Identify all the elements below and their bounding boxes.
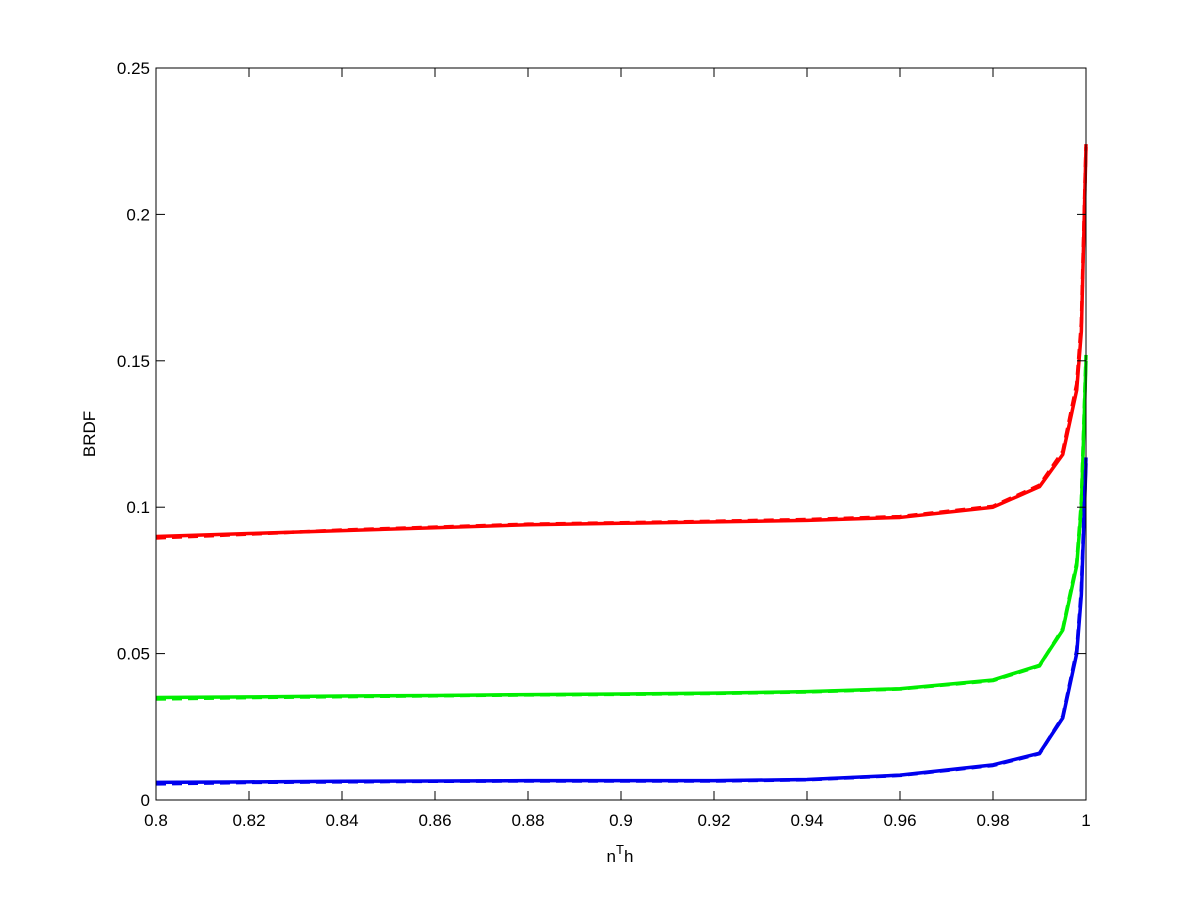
x-label-superscript: T bbox=[616, 842, 624, 857]
data-line bbox=[155, 457, 1088, 786]
y-tick-label: 0.15 bbox=[117, 352, 150, 371]
x-tick-label: 0.8 bbox=[144, 811, 168, 830]
y-axis-label: BRDF bbox=[80, 411, 99, 457]
x-tick-label: 0.94 bbox=[790, 811, 823, 830]
x-tick-label: 0.86 bbox=[418, 811, 451, 830]
y-tick-label: 0.05 bbox=[117, 645, 150, 664]
x-tick-label: 0.92 bbox=[697, 811, 730, 830]
y-tick-label: 0.1 bbox=[126, 498, 150, 517]
x-axis-label: nTh bbox=[607, 842, 634, 866]
data-line bbox=[155, 144, 1088, 540]
x-label-part: h bbox=[624, 847, 633, 866]
x-tick-label: 0.84 bbox=[325, 811, 358, 830]
y-tick-label: 0 bbox=[141, 791, 150, 810]
x-label-part: n bbox=[607, 847, 616, 866]
x-tick-label: 0.98 bbox=[976, 811, 1009, 830]
x-tick-label: 0.9 bbox=[609, 811, 633, 830]
x-tick-label: 0.82 bbox=[232, 811, 265, 830]
x-tick-label: 0.88 bbox=[511, 811, 544, 830]
x-tick-label: 0.96 bbox=[883, 811, 916, 830]
y-tick-label: 0.2 bbox=[126, 205, 150, 224]
data-line bbox=[155, 354, 1088, 701]
x-tick-label: 1 bbox=[1081, 811, 1090, 830]
y-tick-label: 0.25 bbox=[117, 59, 150, 78]
